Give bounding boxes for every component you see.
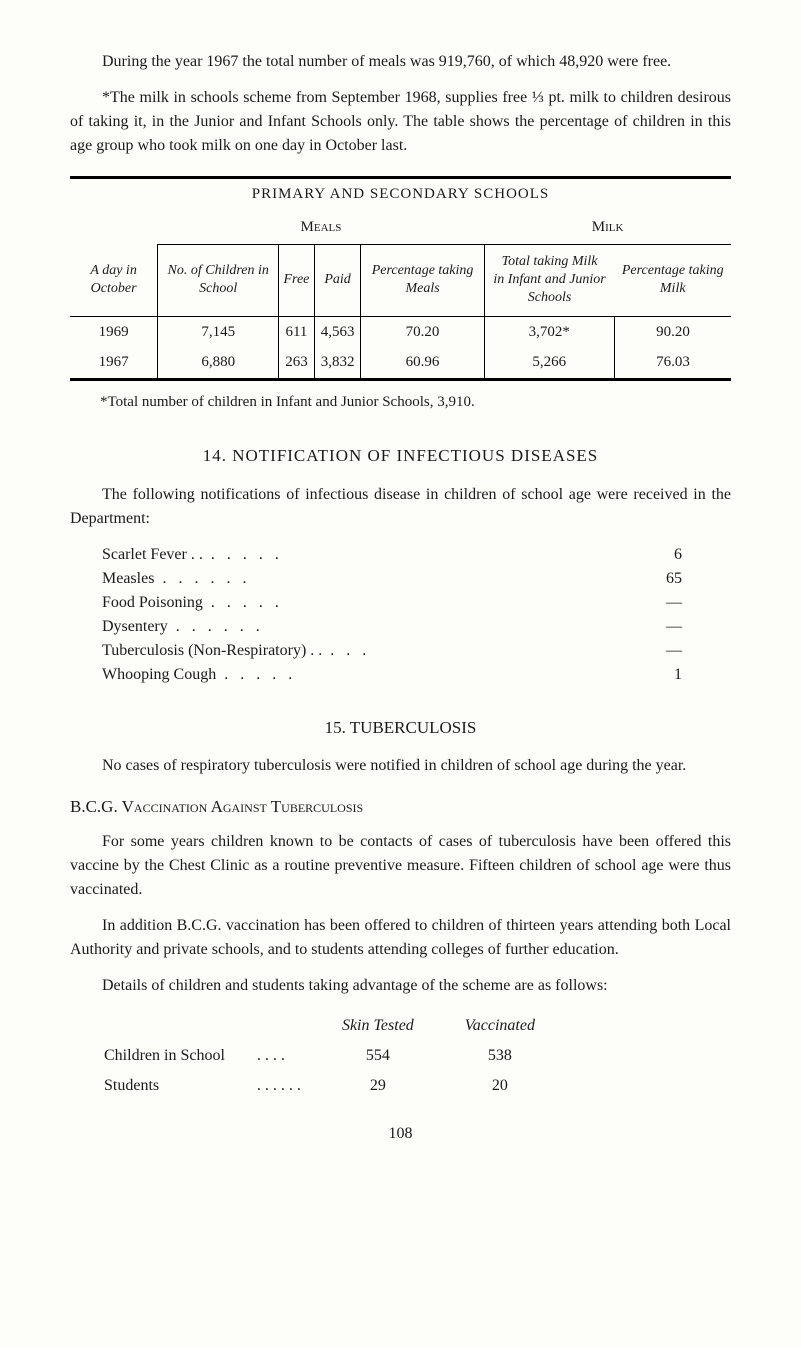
disease-list: Scarlet Fever . . ..... 6 Measles ......… [102, 543, 731, 687]
section-15-p1: No cases of respiratory tuberculosis wer… [70, 754, 731, 778]
col-children: No. of Children in School [158, 245, 279, 317]
table-title: PRIMARY AND SECONDARY SCHOOLS [70, 179, 731, 210]
table-footnote: *Total number of children in Infant and … [70, 391, 731, 414]
col-skin-tested: Skin Tested [333, 1012, 453, 1040]
list-item: Scarlet Fever . . ..... 6 [102, 543, 682, 567]
list-item: Tuberculosis (Non-Respiratory) . . ... — [102, 639, 682, 663]
list-item: Measles ...... 65 [102, 567, 682, 591]
section-14-intro: The following notifications of infectiou… [70, 483, 731, 531]
col-milk-total: Total taking Milk in Infant and Junior S… [484, 245, 614, 317]
list-item: Dysentery ...... — [102, 615, 682, 639]
col-free: Free [279, 245, 315, 317]
section-15-p4: Details of children and students taking … [70, 974, 731, 998]
col-vaccinated: Vaccinated [455, 1012, 575, 1040]
meals-group-header: Meals [158, 210, 484, 245]
list-item: Whooping Cough ..... 1 [102, 663, 682, 687]
col-milk-pct: Percentage taking Milk [614, 245, 731, 317]
intro-para-1: During the year 1967 the total number of… [70, 50, 731, 74]
table-row: 1969 7,145 611 4,563 70.20 3,702* 90.20 [70, 316, 731, 347]
milk-group-header: Milk [484, 210, 731, 245]
col-pct: Percentage taking Meals [361, 245, 484, 317]
table-row: Children in School . . . . 554 538 [104, 1042, 575, 1070]
col-paid: Paid [314, 245, 361, 317]
vaccination-table: Skin Tested Vaccinated Children in Schoo… [102, 1010, 577, 1102]
intro-para-2: *The milk in schools scheme from Septemb… [70, 86, 731, 158]
table-row: 1967 6,880 263 3,832 60.96 5,266 76.03 [70, 347, 731, 378]
section-14-title: 14. NOTIFICATION OF INFECTIOUS DISEASES [70, 443, 731, 469]
col-day: A day in October [70, 245, 158, 317]
section-15-p2: For some years children known to be cont… [70, 830, 731, 902]
page-number: 108 [70, 1122, 731, 1146]
list-item: Food Poisoning ..... — [102, 591, 682, 615]
section-15-p3: In addition B.C.G. vaccination has been … [70, 914, 731, 962]
section-15-title: 15. TUBERCULOSIS [70, 715, 731, 741]
table-row: Students . . . . . . 29 20 [104, 1072, 575, 1100]
schools-table: PRIMARY AND SECONDARY SCHOOLS Meals Milk… [70, 176, 731, 381]
bcg-subhead: B.C.G. Vaccination Against Tuberculosis [70, 794, 731, 820]
